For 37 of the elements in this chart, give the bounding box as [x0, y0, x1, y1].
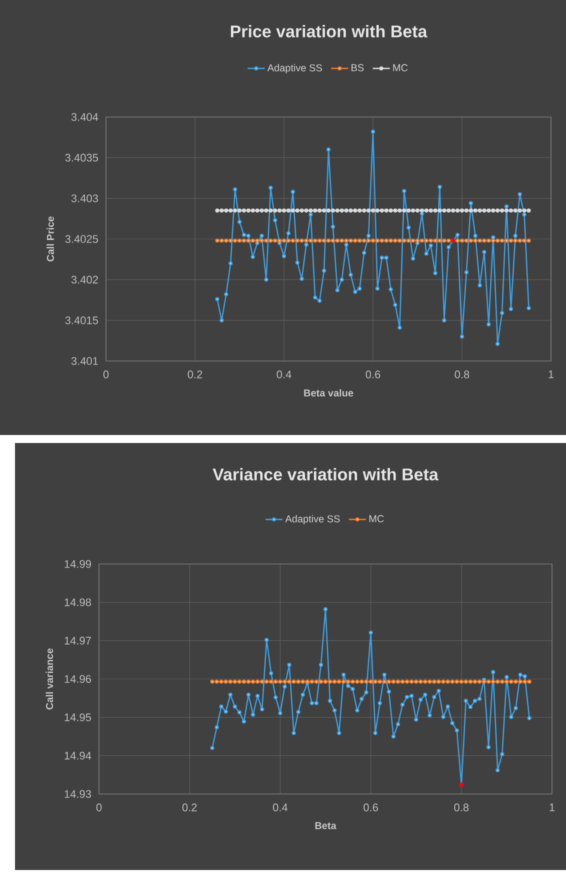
y-tick-label: 14.93 — [64, 790, 91, 798]
y-tick-label: 3.4035 — [65, 154, 98, 162]
y-tick-label: 14.98 — [64, 598, 91, 606]
y-tick-label: 14.95 — [64, 713, 91, 722]
x-tick-label: 0.6 — [366, 370, 380, 378]
x-tick-label: 0 — [103, 370, 109, 378]
x-tick-label: 0.2 — [182, 804, 197, 812]
chart-title: Variance variation with Beta — [212, 468, 439, 480]
y-tick-label: 3.401 — [71, 357, 98, 365]
x-axis-title: Beta — [315, 822, 336, 830]
y-tick-label: 3.4015 — [65, 316, 98, 324]
y-tick-label: 3.403 — [71, 194, 98, 202]
chart-title: Price variation with Beta — [230, 24, 428, 38]
x-tick-label: 0.6 — [364, 804, 378, 812]
y-tick-label: 14.96 — [64, 675, 91, 683]
y-axis-title: Call variance — [46, 648, 54, 710]
legend-label: Adaptive SS — [267, 64, 322, 74]
y-tick-label: 14.99 — [64, 560, 91, 568]
y-tick-label: 3.404 — [71, 113, 98, 121]
y-tick-label: 14.94 — [64, 752, 92, 760]
y-tick-label: 3.4025 — [65, 235, 98, 243]
x-tick-label: 1 — [550, 804, 555, 812]
x-tick-label: 0.4 — [276, 370, 292, 378]
x-tick-label: 0.4 — [272, 804, 288, 812]
x-tick-label: 0.8 — [454, 370, 470, 378]
x-axis-title: Beta value — [304, 389, 354, 397]
x-tick-label: 0.8 — [454, 804, 469, 812]
x-tick-label: 1 — [548, 370, 554, 378]
legend-label: Adaptive SS — [285, 515, 340, 524]
legend-label: MC — [369, 515, 384, 522]
legend-label: BS — [352, 64, 364, 72]
y-tick-label: 3.402 — [71, 276, 98, 284]
x-tick-label: 0 — [96, 804, 102, 812]
y-axis-title: Call Price — [46, 216, 54, 262]
legend-label: MC — [393, 64, 408, 72]
x-tick-label: 0.2 — [188, 370, 202, 378]
y-tick-label: 14.97 — [64, 636, 91, 645]
